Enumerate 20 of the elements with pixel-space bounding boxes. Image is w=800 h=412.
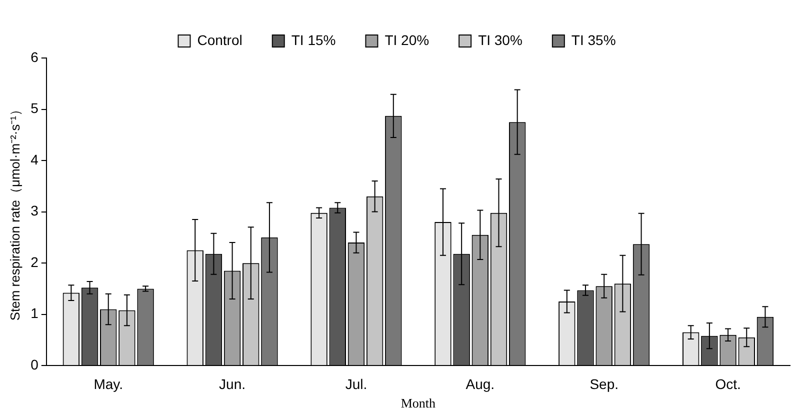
x-tick-label: Aug.: [466, 376, 495, 392]
legend-label: TI 30%: [478, 32, 522, 48]
x-tick-label: Jun.: [219, 376, 246, 392]
x-tick-label: Sep.: [590, 376, 619, 392]
x-tick-label: Oct.: [715, 376, 741, 392]
x-axis-title: Month: [400, 396, 436, 411]
y-tick-label: 0: [30, 356, 39, 372]
y-axis-title: Stem respiration rate（μmol·m⁻²·s⁻¹）: [7, 102, 22, 321]
legend-label: Control: [197, 32, 242, 48]
y-tick-label: 4: [30, 151, 39, 168]
x-tick-label: Jul.: [345, 376, 368, 392]
legend-label: TI 20%: [384, 32, 430, 48]
y-tick-label: 2: [30, 254, 39, 270]
legend-label: TI 15%: [291, 32, 336, 48]
y-tick-label: 3: [30, 202, 39, 219]
legend-label: TI 35%: [571, 32, 616, 48]
y-tick-label: 6: [30, 48, 39, 65]
x-tick-label: May.: [94, 376, 124, 392]
y-tick-label: 5: [30, 100, 39, 116]
y-tick-label: 1: [30, 305, 39, 322]
